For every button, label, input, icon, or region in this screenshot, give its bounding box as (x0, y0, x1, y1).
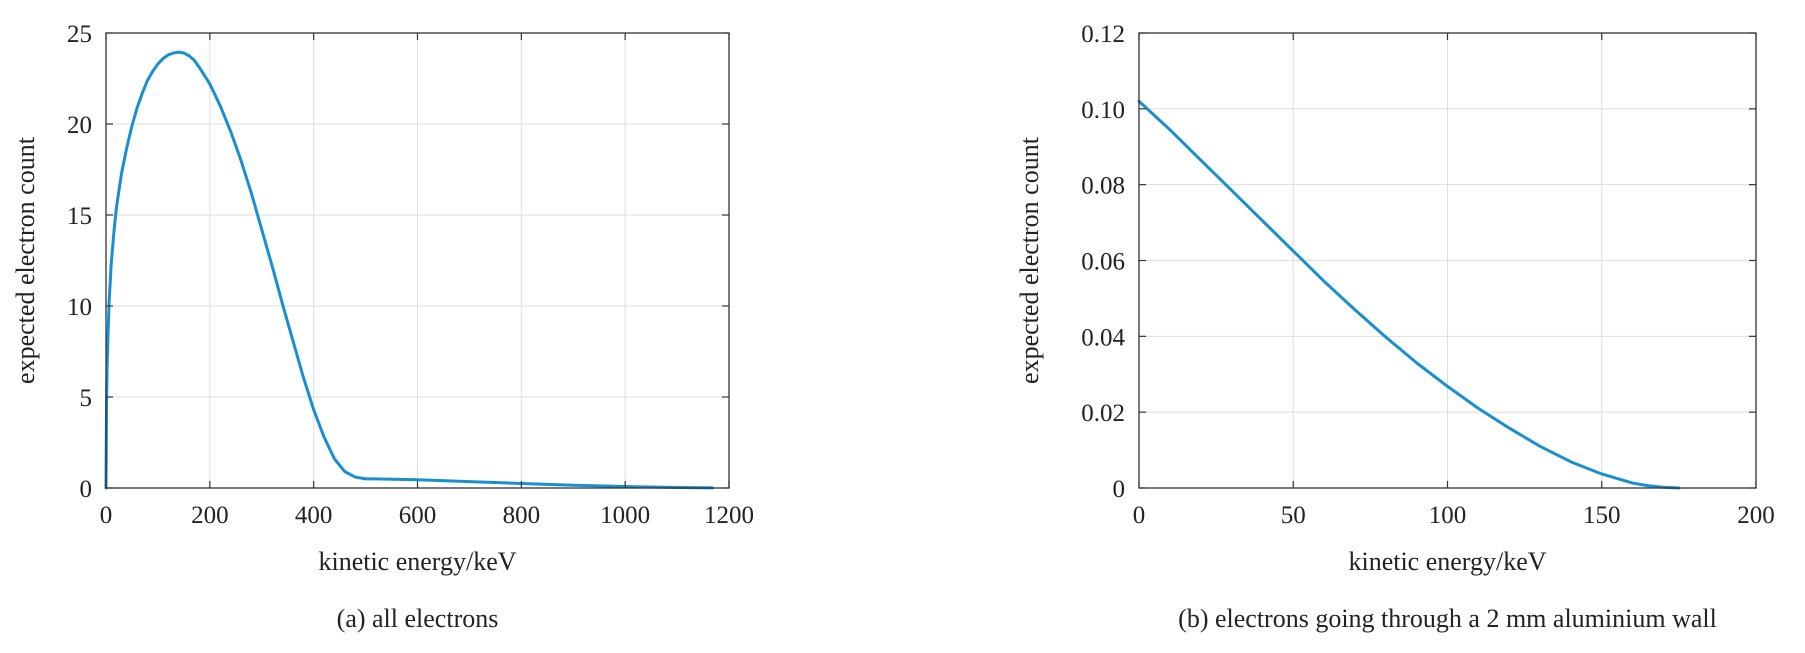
series-line (1137, 99, 1681, 490)
y-tick-label: 25 (67, 21, 92, 48)
y-axis-label: expected electron count (1015, 136, 1044, 384)
y-tick-label: 0 (80, 476, 93, 503)
y-tick-label: 10 (67, 294, 92, 321)
series-line (104, 50, 714, 490)
y-tick-label: 20 (67, 112, 92, 139)
x-tick-label: 100 (1429, 502, 1467, 529)
x-tick-label: 1200 (704, 502, 754, 529)
y-tick-label: 0.06 (1081, 249, 1125, 276)
y-tick-label: 0.04 (1081, 324, 1125, 351)
x-tick-label: 200 (1737, 502, 1775, 529)
y-tick-label: 0.02 (1081, 400, 1125, 427)
x-tick-label: 0 (100, 502, 113, 529)
x-axis-label: kinetic energy/keV (1348, 547, 1546, 576)
y-tick-label: 0.10 (1081, 97, 1125, 124)
x-tick-label: 200 (191, 502, 229, 529)
chart-a: 0 200 400 600 800 1000 1200 0 5 10 15 20 25 kinetic e… (11, 21, 754, 633)
y-tick-label: 15 (67, 203, 92, 230)
y-tick-label: 0.08 (1081, 173, 1125, 200)
y-tick-label: 5 (80, 385, 93, 412)
chart-caption: (b) electrons going through a 2 mm alumi… (1178, 604, 1717, 633)
y-tick-label: 0.12 (1081, 21, 1125, 48)
y-tick-label: 0 (1113, 476, 1126, 503)
x-tick-label: 0 (1133, 502, 1146, 529)
x-tick-label: 1000 (600, 502, 650, 529)
x-tick-label: 800 (503, 502, 541, 529)
x-axis-label: kinetic energy/keV (318, 547, 516, 576)
x-tick-label: 400 (295, 502, 333, 529)
x-tick-label: 50 (1281, 502, 1306, 529)
x-tick-label: 600 (399, 502, 437, 529)
chart-caption: (a) all electrons (337, 604, 499, 633)
y-axis-label: expected electron count (11, 136, 40, 384)
chart-b: 0 50 100 150 200 0 0.02 0.04 0.06 0.08 0.10 0.12 kin… (1015, 21, 1775, 633)
x-tick-label: 150 (1583, 502, 1621, 529)
